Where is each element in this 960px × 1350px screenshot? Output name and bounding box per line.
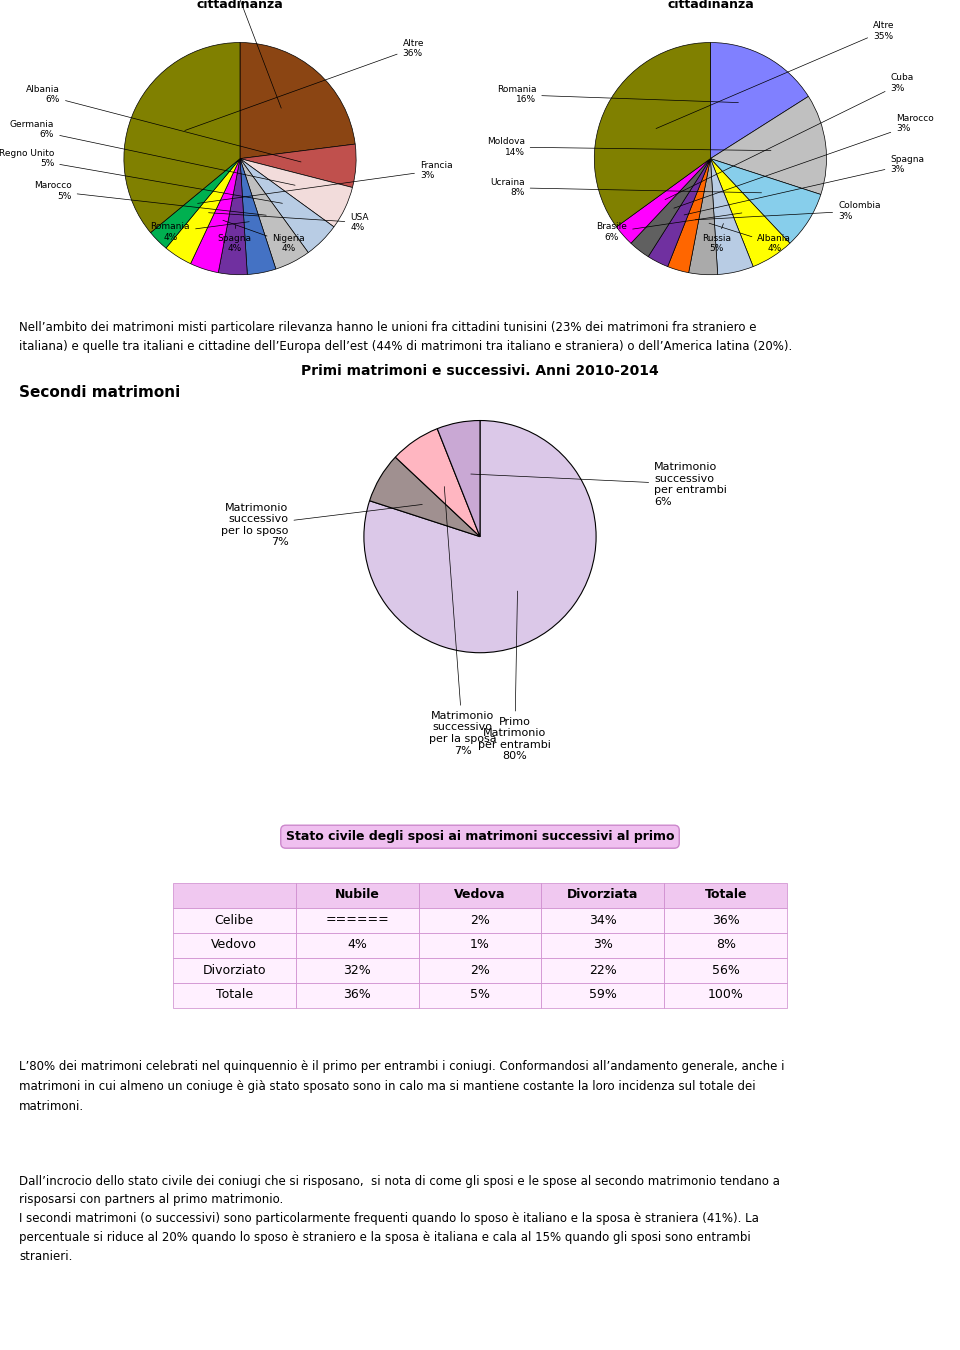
Text: Marocco
3%: Marocco 3% xyxy=(674,115,934,208)
Wedge shape xyxy=(240,159,276,274)
Wedge shape xyxy=(240,144,356,188)
Text: L’80% dei matrimoni celebrati nel quinquennio è il primo per entrambi i coniugi.: L’80% dei matrimoni celebrati nel quinqu… xyxy=(19,1060,784,1073)
Text: Altre
36%: Altre 36% xyxy=(185,39,424,131)
Text: Tunisia
23%: Tunisia 23% xyxy=(213,0,281,108)
Text: Colombia
3%: Colombia 3% xyxy=(695,201,880,220)
Wedge shape xyxy=(616,159,710,243)
Text: Romania
16%: Romania 16% xyxy=(496,85,738,104)
Wedge shape xyxy=(710,159,754,274)
Text: Germania
6%: Germania 6% xyxy=(10,120,295,185)
Title: Primi matrimoni e successivi. Anni 2010-2014: Primi matrimoni e successivi. Anni 2010-… xyxy=(301,364,659,378)
Text: Regno Unito
5%: Regno Unito 5% xyxy=(0,148,282,204)
Wedge shape xyxy=(710,96,827,194)
Text: Marocco
5%: Marocco 5% xyxy=(34,181,266,215)
Title: Matrimoni misti 2010/2014. Spose straniere per
cittadinanza: Matrimoni misti 2010/2014. Spose stranie… xyxy=(541,0,879,11)
Text: percentuale si riduce al 20% quando lo sposo è straniero e la sposa è italiana e: percentuale si riduce al 20% quando lo s… xyxy=(19,1231,751,1245)
Text: Altre
35%: Altre 35% xyxy=(656,22,895,128)
Text: Matrimonio
successivo
per la sposa
7%: Matrimonio successivo per la sposa 7% xyxy=(429,486,496,756)
Wedge shape xyxy=(710,159,821,243)
Text: Matrimonio
successivo
per entrambi
6%: Matrimonio successivo per entrambi 6% xyxy=(470,462,727,506)
Text: Spagna
4%: Spagna 4% xyxy=(217,225,252,254)
Wedge shape xyxy=(396,429,480,537)
Text: USA
4%: USA 4% xyxy=(208,213,369,232)
Wedge shape xyxy=(151,159,240,248)
Text: Albania
4%: Albania 4% xyxy=(709,223,791,254)
Wedge shape xyxy=(648,159,710,266)
Wedge shape xyxy=(240,159,334,252)
Text: Dall’incrocio dello stato civile dei coniugi che si risposano,  si nota di come : Dall’incrocio dello stato civile dei con… xyxy=(19,1174,780,1188)
Text: stranieri.: stranieri. xyxy=(19,1250,73,1264)
Text: Nell’ambito dei matrimoni misti particolare rilevanza hanno le unioni fra cittad: Nell’ambito dei matrimoni misti particol… xyxy=(19,321,756,335)
Text: Nigeria
4%: Nigeria 4% xyxy=(223,220,305,254)
Text: Primo
Matrimonio
per entrambi
80%: Primo Matrimonio per entrambi 80% xyxy=(478,591,551,761)
Wedge shape xyxy=(370,458,480,537)
Title: Matrimoni misti 2010/2014. Sposi stranieri per
cittadinanza: Matrimoni misti 2010/2014. Sposi stranie… xyxy=(76,0,404,11)
Text: Moldova
14%: Moldova 14% xyxy=(487,138,771,157)
Text: italiana) e quelle tra italiani e cittadine dell’Europa dell’est (44% di matrimo: italiana) e quelle tra italiani e cittad… xyxy=(19,340,792,354)
Wedge shape xyxy=(364,421,596,653)
Wedge shape xyxy=(191,159,240,273)
Wedge shape xyxy=(240,159,352,227)
Text: risposarsi con partners al primo matrimonio.: risposarsi con partners al primo matrimo… xyxy=(19,1193,283,1207)
Text: Stato civile degli sposi ai matrimoni successivi al primo: Stato civile degli sposi ai matrimoni su… xyxy=(286,830,674,844)
Text: Russia
5%: Russia 5% xyxy=(702,224,731,254)
Wedge shape xyxy=(594,43,710,227)
Text: Ucraina
8%: Ucraina 8% xyxy=(490,178,761,197)
Wedge shape xyxy=(710,43,808,159)
Wedge shape xyxy=(218,159,248,275)
Wedge shape xyxy=(710,159,790,266)
Text: matrimoni in cui almeno un coniuge è già stato sposato sono in calo ma si mantie: matrimoni in cui almeno un coniuge è già… xyxy=(19,1080,756,1094)
Text: Albania
6%: Albania 6% xyxy=(26,85,301,162)
Wedge shape xyxy=(688,159,718,275)
Text: Spagna
3%: Spagna 3% xyxy=(684,155,924,215)
Text: Secondi matrimoni: Secondi matrimoni xyxy=(19,385,180,400)
Text: Matrimonio
successivo
per lo sposo
7%: Matrimonio successivo per lo sposo 7% xyxy=(221,502,422,547)
Wedge shape xyxy=(631,159,710,256)
Wedge shape xyxy=(667,159,710,273)
Wedge shape xyxy=(437,421,480,537)
Text: Romania
4%: Romania 4% xyxy=(151,221,250,242)
Text: Cuba
3%: Cuba 3% xyxy=(665,73,914,200)
Text: matrimoni.: matrimoni. xyxy=(19,1100,84,1114)
Text: Brasile
6%: Brasile 6% xyxy=(596,213,742,242)
Text: I secondi matrimoni (o successivi) sono particolarmente frequenti quando lo spos: I secondi matrimoni (o successivi) sono … xyxy=(19,1212,759,1226)
Wedge shape xyxy=(124,43,240,232)
Text: Francia
3%: Francia 3% xyxy=(198,161,452,204)
Wedge shape xyxy=(240,43,355,159)
Wedge shape xyxy=(240,159,308,269)
Wedge shape xyxy=(166,159,240,263)
